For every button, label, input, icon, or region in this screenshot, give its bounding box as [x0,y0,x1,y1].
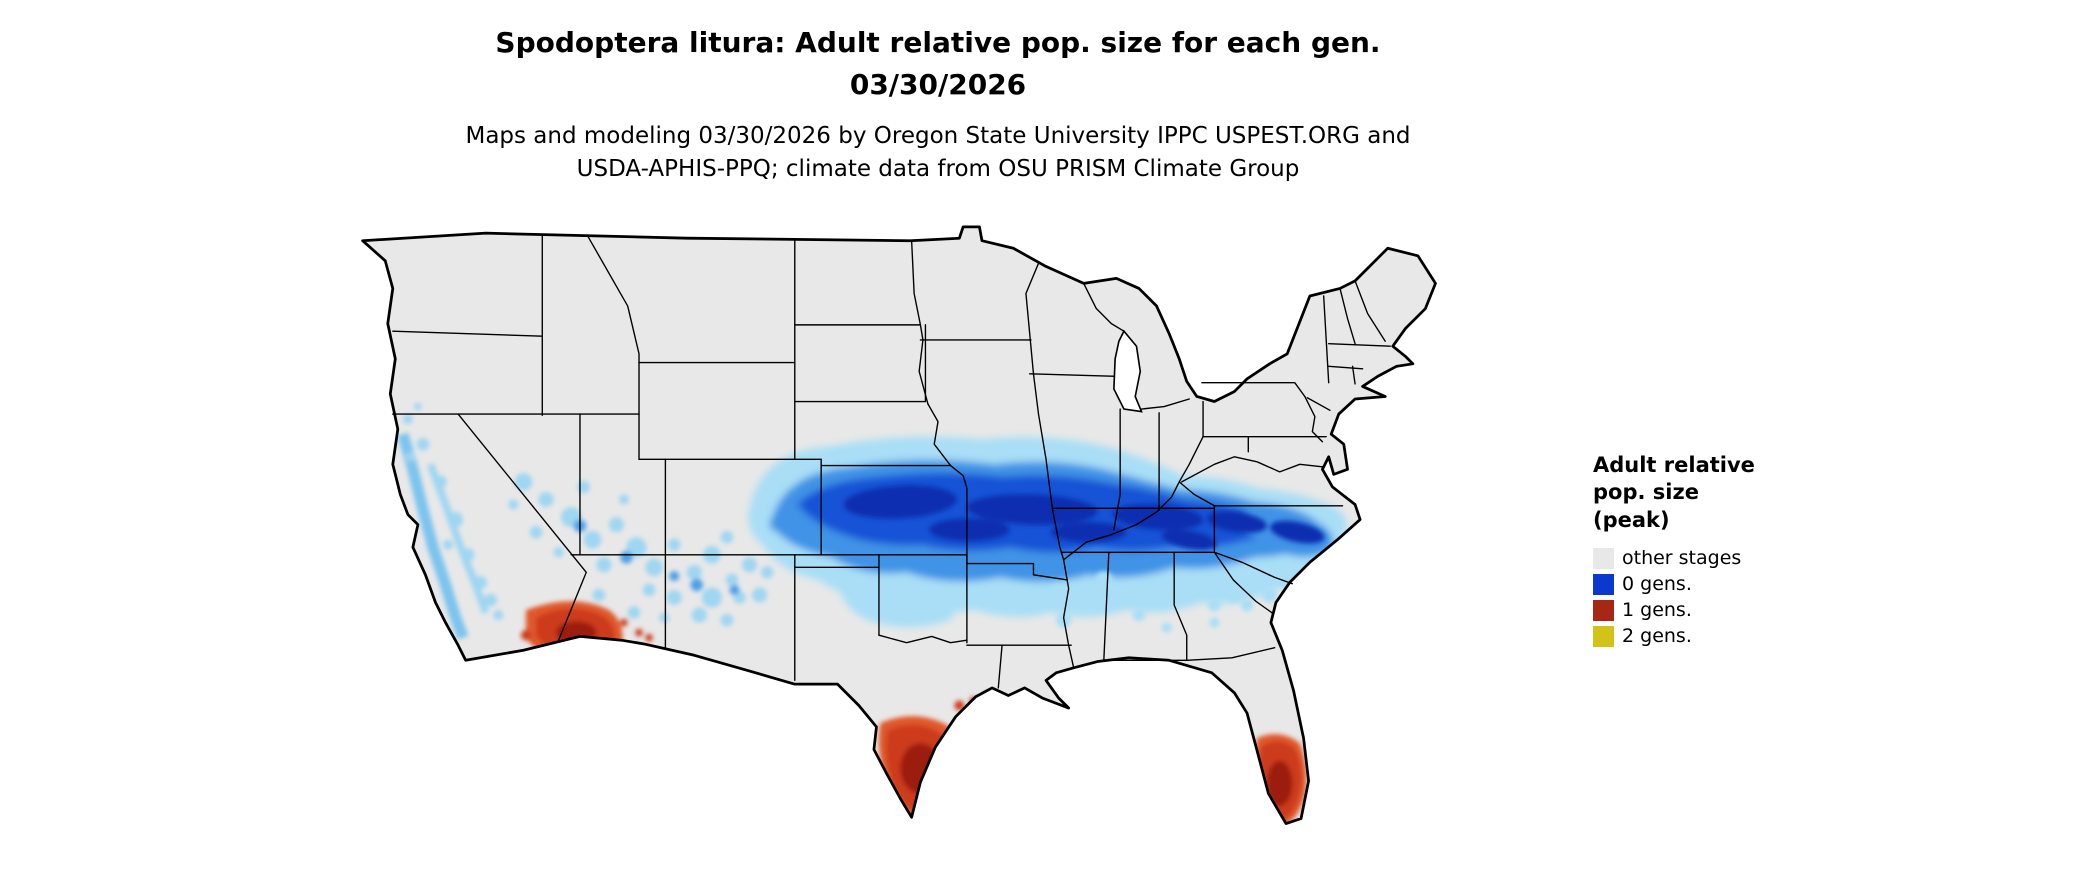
legend-item-2-gens: 2 gens. [1593,624,1833,650]
state-borders [392,234,1391,689]
legend-label-2-gens: 2 gens. [1622,625,1692,648]
legend-label-other-stages: other stages [1622,547,1742,570]
legend-title-line-1: Adult relative [1593,453,1755,477]
legend-swatch-1-gens [1593,600,1614,622]
legend-swatch-0-gens [1593,574,1614,596]
legend-item-1-gens: 1 gens. [1593,598,1833,624]
subtitle-line-1: Maps and modeling 03/30/2026 by Oregon S… [465,123,1411,149]
legend-title-line-2: pop. size [1593,480,1699,505]
us-outline [361,225,1437,825]
legend-swatch-2-gens [1593,626,1614,648]
legend-items: other stages 0 gens. 1 gens. 2 gens. [1593,546,1833,650]
legend-item-0-gens: 0 gens. [1593,572,1833,598]
map-legend: Adult relative pop. size (peak) other st… [1593,452,1833,650]
page-title: Spodoptera litura: Adult relative pop. s… [338,22,1538,106]
title-line-1: Spodoptera litura: Adult relative pop. s… [495,26,1381,59]
page-subtitle: Maps and modeling 03/30/2026 by Oregon S… [338,120,1538,187]
generation-0-dark-cores [843,485,1325,550]
us-map [335,218,1541,884]
subtitle-line-2: USDA-APHIS-PPQ; climate data from OSU PR… [576,156,1300,183]
lake-michigan [1113,329,1143,413]
legend-label-0-gens: 0 gens. [1622,573,1692,596]
legend-swatch-other-stages [1593,548,1614,570]
us-map-svg [361,225,1437,825]
title-line-2: 03/30/2026 [849,68,1027,101]
legend-title: Adult relative pop. size (peak) [1593,452,1833,534]
legend-item-other-stages: other stages [1593,546,1833,572]
legend-label-1-gens: 1 gens. [1622,599,1692,622]
legend-title-line-3: (peak) [1593,507,1670,532]
